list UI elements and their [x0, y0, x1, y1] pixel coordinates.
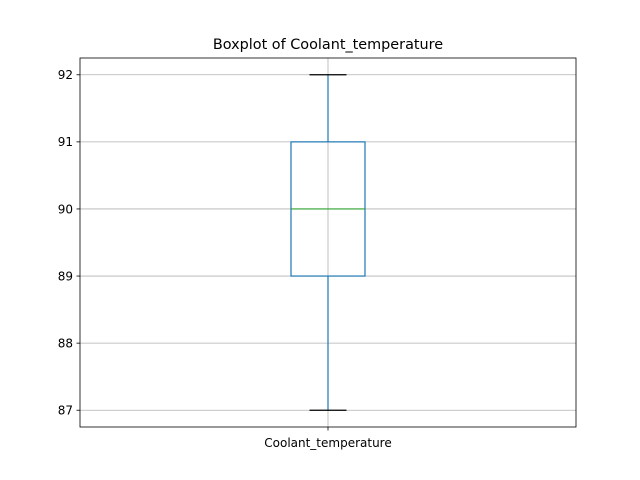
box-layer: [290, 74, 366, 411]
y-tick-label: 92: [58, 68, 73, 82]
axis-layer: 87 88 89 90 91 92 Coolant_temperature: [58, 68, 392, 450]
y-tick-label: 90: [58, 202, 73, 216]
y-tick-label: 87: [58, 404, 73, 418]
x-tick-label: Coolant_temperature: [264, 436, 392, 450]
y-tick-label: 91: [58, 135, 73, 149]
y-tick-label: 88: [58, 336, 73, 350]
chart-title: Boxplot of Coolant_temperature: [213, 37, 443, 53]
y-tick-label: 89: [58, 269, 73, 283]
